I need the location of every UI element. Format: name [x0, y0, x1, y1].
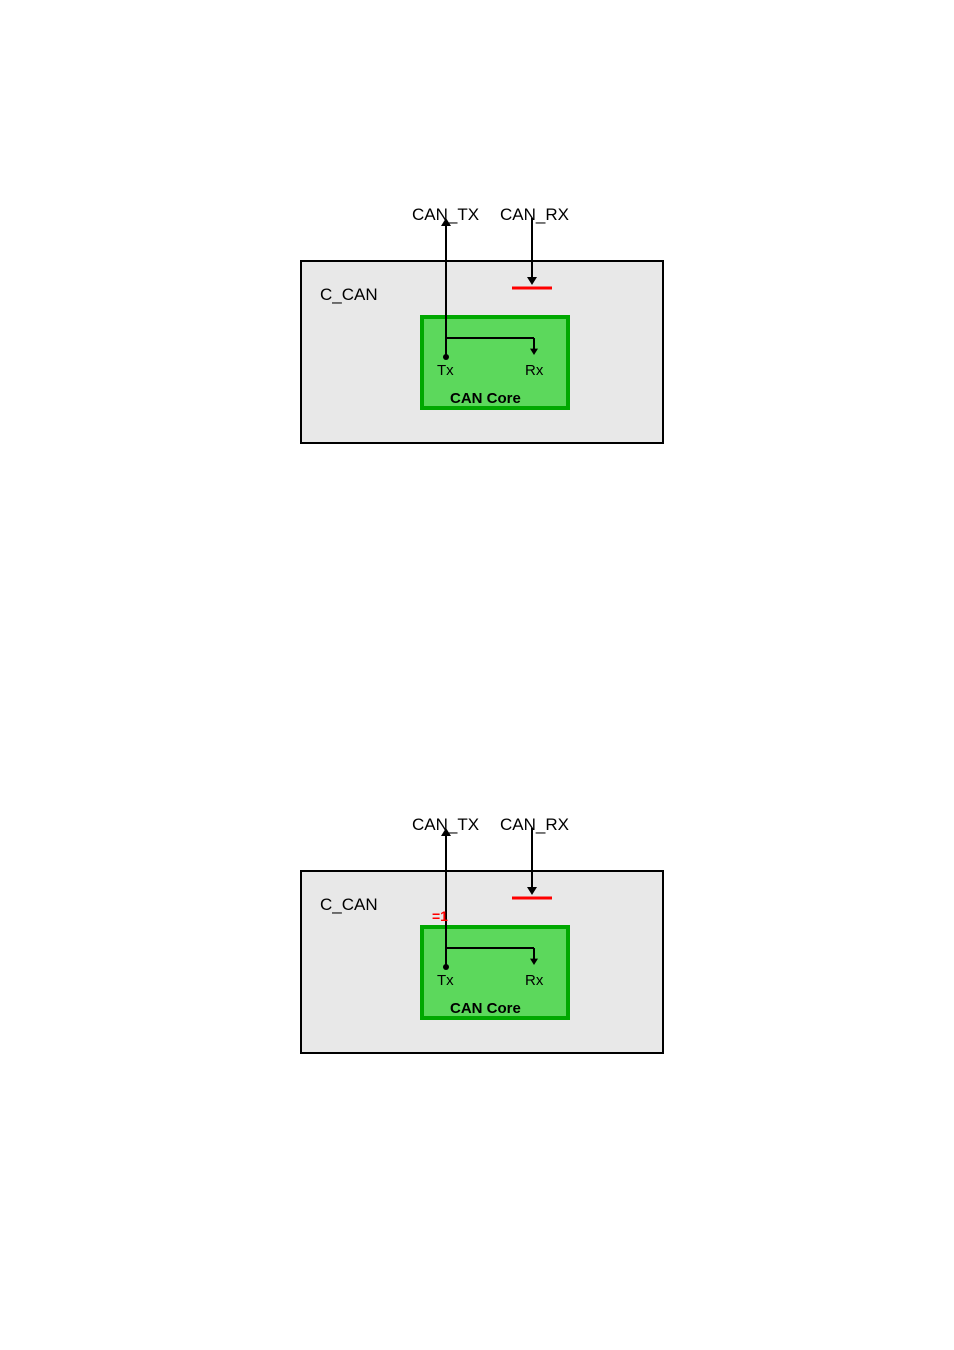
can-core-label: CAN Core: [450, 1000, 521, 1017]
can-core-label: CAN Core: [450, 390, 521, 407]
can-rx-label: CAN_RX: [500, 815, 569, 835]
can-diagram-1: CAN_TX CAN_RX C_CAN Tx RxCAN Core =1: [0, 800, 954, 1100]
can-rx-label: CAN_RX: [500, 205, 569, 225]
c-can-label: C_CAN: [320, 895, 378, 915]
rx-label: Rx: [525, 972, 543, 989]
extra-label: =1: [432, 908, 448, 924]
can-tx-label: CAN_TX: [412, 815, 479, 835]
tx-label: Tx: [437, 362, 454, 379]
c-can-label: C_CAN: [320, 285, 378, 305]
diagram-connections: [0, 800, 954, 1100]
diagram-connections: [0, 190, 954, 490]
can-diagram-0: CAN_TX CAN_RX C_CAN Tx RxCAN Core: [0, 190, 954, 490]
tx-label: Tx: [437, 972, 454, 989]
can-tx-label: CAN_TX: [412, 205, 479, 225]
rx-label: Rx: [525, 362, 543, 379]
